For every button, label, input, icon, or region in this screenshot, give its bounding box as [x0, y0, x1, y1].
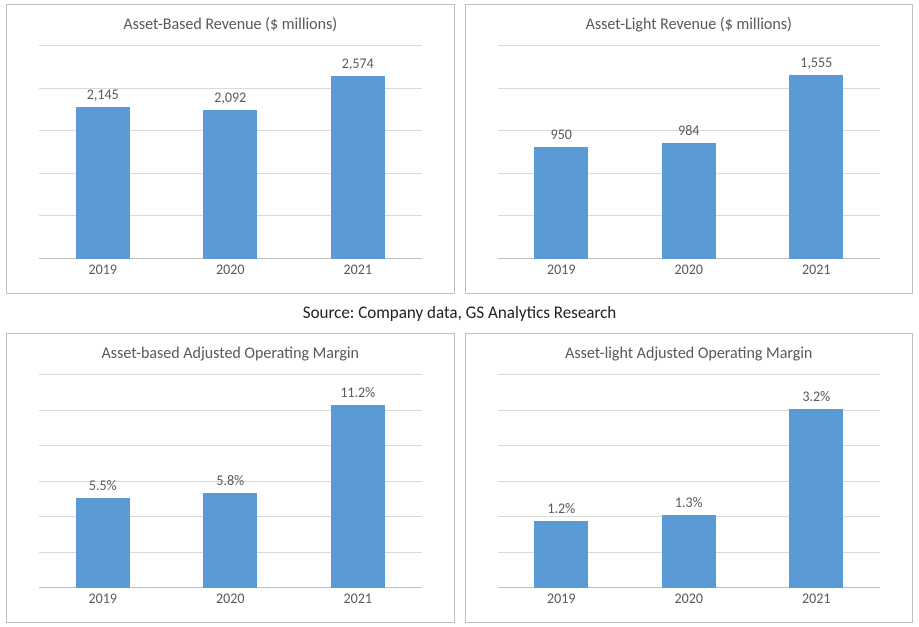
- bar: [331, 76, 385, 259]
- bar-value-label: 5.5%: [89, 477, 117, 494]
- bar: [76, 498, 130, 588]
- gridline: [498, 374, 881, 375]
- bar: [331, 405, 385, 589]
- bar-value-label: 3.2%: [802, 388, 830, 405]
- x-axis-label: 2019: [89, 590, 117, 607]
- panel-asset-light-margin: Asset-light Adjusted Operating Margin 1.…: [465, 333, 914, 623]
- bar-value-label: 11.2%: [340, 384, 375, 401]
- bar-value-label: 1.3%: [675, 494, 703, 511]
- chart-title: Asset-light Adjusted Operating Margin: [480, 344, 899, 363]
- panel-asset-based-margin: Asset-based Adjusted Operating Margin 5.…: [6, 333, 455, 623]
- bar-value-label: 2,092: [214, 89, 246, 106]
- gridline: [39, 45, 422, 46]
- x-axis-label: 2021: [344, 261, 372, 278]
- chart-area: 5.5% 5.8% 11.2% 2019 2020 2021: [21, 369, 440, 614]
- bar-value-label: 984: [678, 122, 699, 139]
- bar-value-label: 2,145: [87, 86, 119, 103]
- source-caption: Source: Company data, GS Analytics Resea…: [6, 300, 913, 327]
- bar: [76, 107, 130, 259]
- bar: [662, 515, 716, 588]
- x-axis-label: 2019: [89, 261, 117, 278]
- chart-title: Asset-Based Revenue ($ millions): [21, 15, 440, 34]
- chart-title: Asset-Light Revenue ($ millions): [480, 15, 899, 34]
- gridline: [498, 45, 881, 46]
- bar-value-label: 950: [551, 126, 572, 143]
- panel-asset-light-revenue: Asset-Light Revenue ($ millions) 950 984 1…: [465, 4, 914, 294]
- bar: [203, 493, 257, 588]
- bar-value-label: 1.2%: [547, 500, 575, 517]
- x-axis-label: 2020: [675, 261, 703, 278]
- x-axis-labels: 2019 2020 2021: [498, 261, 881, 281]
- gridline: [39, 374, 422, 375]
- x-axis-labels: 2019 2020 2021: [39, 261, 422, 281]
- chart-title: Asset-based Adjusted Operating Margin: [21, 344, 440, 363]
- bar: [662, 143, 716, 259]
- plot-asset-light-margin: 1.2% 1.3% 3.2%: [498, 375, 881, 588]
- plot-asset-based-revenue: 2,145 2,092 2,574: [39, 46, 422, 259]
- chart-area: 950 984 1,555 2019 2020 2021: [480, 40, 899, 285]
- chart-area: 1.2% 1.3% 3.2% 2019 2020 2021: [480, 369, 899, 614]
- x-axis-label: 2020: [675, 590, 703, 607]
- chart-area: 2,145 2,092 2,574 2019 2020 2021: [21, 40, 440, 285]
- bar: [203, 110, 257, 259]
- x-axis-labels: 2019 2020 2021: [498, 590, 881, 610]
- plot-asset-light-revenue: 950 984 1,555: [498, 46, 881, 259]
- x-axis-label: 2019: [547, 590, 575, 607]
- x-axis-labels: 2019 2020 2021: [39, 590, 422, 610]
- x-axis-label: 2020: [216, 261, 244, 278]
- bar: [534, 521, 588, 588]
- bar-value-label: 1,555: [800, 54, 832, 71]
- bar-value-label: 5.8%: [216, 472, 244, 489]
- bar: [789, 75, 843, 259]
- plot-asset-based-margin: 5.5% 5.8% 11.2%: [39, 375, 422, 588]
- bar-value-label: 2,574: [342, 55, 374, 72]
- x-axis-label: 2020: [216, 590, 244, 607]
- x-axis-label: 2019: [547, 261, 575, 278]
- bar: [534, 147, 588, 259]
- x-axis-label: 2021: [802, 590, 830, 607]
- bar: [789, 409, 843, 588]
- chart-grid: Asset-Based Revenue ($ millions) 2,1452,…: [0, 0, 919, 627]
- panel-asset-based-revenue: Asset-Based Revenue ($ millions) 2,1452,…: [6, 4, 455, 294]
- x-axis-label: 2021: [802, 261, 830, 278]
- x-axis-label: 2021: [344, 590, 372, 607]
